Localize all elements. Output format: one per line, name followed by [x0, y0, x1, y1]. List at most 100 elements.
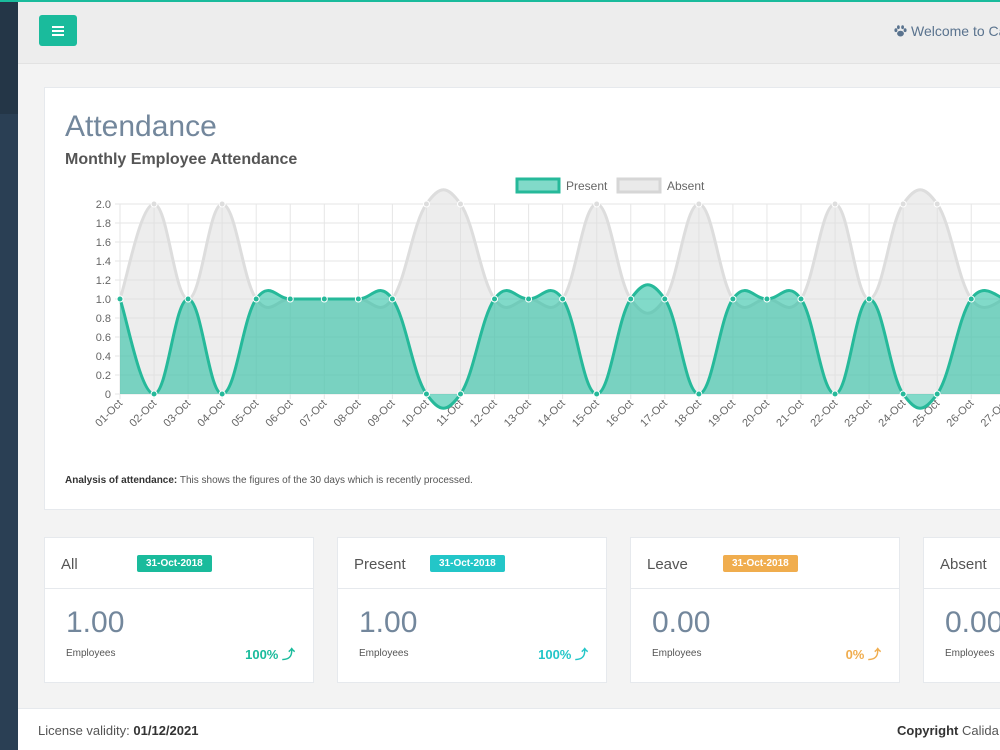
y-tick-label: 0	[105, 389, 111, 401]
x-tick-label: 17-Oct	[638, 398, 670, 430]
card-pct-value: 0%	[845, 647, 865, 662]
copyright: Copyright Calida	[897, 723, 999, 738]
x-tick-label: 20-Oct	[740, 398, 772, 430]
arrow-up-icon: ⤴	[574, 647, 588, 662]
y-tick-label: 0.2	[96, 370, 111, 382]
card-header: Leave 31-Oct-2018	[631, 538, 899, 589]
present-point	[627, 295, 635, 303]
x-tick-label: 24-Oct	[876, 398, 908, 430]
present-point	[831, 390, 839, 398]
present-point	[967, 295, 975, 303]
card-label: Employees	[359, 648, 409, 659]
absent-point	[422, 200, 430, 208]
x-tick-label: 06-Oct	[264, 398, 296, 430]
sidebar	[0, 2, 18, 750]
card-present: Present 31-Oct-2018 1.00 Employees 100% …	[337, 537, 607, 683]
absent-point	[150, 200, 158, 208]
analysis-note: Analysis of attendance: This shows the f…	[65, 475, 473, 486]
footer: License validity: 01/12/2021 Copyright C…	[18, 708, 1000, 750]
y-tick-label: 0.6	[96, 332, 111, 344]
present-point	[899, 390, 907, 398]
card-title: Present	[354, 556, 406, 573]
present-point	[525, 295, 533, 303]
arrow-up-icon: ⤴	[281, 647, 295, 662]
date-badge: 31-Oct-2018	[723, 555, 798, 572]
x-tick-label: 01-Oct	[93, 398, 125, 430]
card-value: 1.00	[66, 606, 125, 639]
card-value: 0.00	[652, 606, 711, 639]
card-header: All 31-Oct-2018	[45, 538, 313, 589]
copyright-text: Calida	[958, 723, 999, 738]
x-tick-label: 26-Oct	[945, 398, 977, 430]
x-tick-label: 05-Oct	[229, 398, 261, 430]
card-leave: Leave 31-Oct-2018 0.00 Employees 0% ⤴	[630, 537, 900, 683]
menu-toggle-button[interactable]	[39, 15, 77, 46]
card-value: 0.00	[945, 606, 1000, 639]
page-title: Attendance	[65, 110, 217, 143]
x-tick-label: 23-Oct	[842, 398, 874, 430]
arrow-up-icon: ⤴	[867, 647, 881, 662]
absent-line	[118, 188, 1000, 315]
y-tick-label: 1.6	[96, 237, 111, 249]
present-point	[763, 295, 771, 303]
card-absent: Absent 0.00 Employees	[923, 537, 1000, 683]
present-point	[354, 295, 362, 303]
sidebar-header	[0, 2, 18, 114]
x-tick-label: 14-Oct	[536, 398, 568, 430]
card-all: All 31-Oct-2018 1.00 Employees 100% ⤴	[44, 537, 314, 683]
y-tick-label: 1.0	[96, 294, 111, 306]
absent-point	[218, 200, 226, 208]
legend-label: Absent	[667, 179, 705, 193]
x-tick-label: 03-Oct	[161, 398, 193, 430]
present-point	[252, 295, 260, 303]
present-point	[559, 295, 567, 303]
present-point	[320, 295, 328, 303]
present-point	[422, 390, 430, 398]
card-pct-value: 100%	[245, 647, 279, 662]
x-tick-label: 19-Oct	[706, 398, 738, 430]
present-point	[865, 295, 873, 303]
present-area	[120, 284, 1000, 409]
present-point	[457, 390, 464, 398]
license-validity: License validity: 01/12/2021	[38, 723, 198, 738]
top-navbar: Welcome to Ca	[18, 2, 1000, 64]
present-point	[797, 295, 805, 303]
card-header: Present 31-Oct-2018	[338, 538, 606, 589]
absent-point	[899, 200, 907, 208]
card-value: 1.00	[359, 606, 418, 639]
present-point	[933, 390, 941, 398]
present-point	[729, 295, 737, 303]
present-point	[661, 295, 669, 303]
card-title: Absent	[940, 556, 987, 573]
welcome-user-menu[interactable]: Welcome to Ca	[894, 23, 1000, 39]
present-point	[150, 390, 158, 398]
absent-point	[695, 200, 703, 208]
y-tick-label: 1.8	[96, 218, 111, 230]
card-label: Employees	[66, 648, 116, 659]
analysis-label: Analysis of attendance:	[65, 475, 178, 486]
x-tick-label: 02-Oct	[127, 398, 159, 430]
x-tick-label: 22-Oct	[808, 398, 840, 430]
x-tick-label: 07-Oct	[298, 398, 330, 430]
x-tick-label: 09-Oct	[366, 398, 398, 430]
card-header: Absent	[924, 538, 1000, 589]
present-point	[491, 295, 499, 303]
license-date: 01/12/2021	[133, 723, 199, 738]
x-tick-label: 27-Oct	[979, 398, 1000, 430]
present-point	[218, 390, 226, 398]
card-title: All	[61, 556, 78, 573]
legend-swatch	[515, 177, 561, 194]
x-tick-label: 16-Oct	[604, 398, 636, 430]
absent-point	[593, 200, 601, 208]
hamburger-icon	[52, 25, 64, 36]
x-tick-label: 08-Oct	[332, 398, 364, 430]
x-tick-label: 18-Oct	[672, 398, 704, 430]
y-tick-label: 2.0	[96, 199, 111, 211]
card-title: Leave	[647, 556, 688, 573]
y-tick-label: 1.2	[96, 275, 111, 287]
card-percentage: 100% ⤴	[245, 644, 295, 663]
card-label: Employees	[945, 648, 995, 659]
present-point	[388, 295, 396, 303]
absent-point	[457, 200, 464, 208]
absent-point	[831, 200, 839, 208]
